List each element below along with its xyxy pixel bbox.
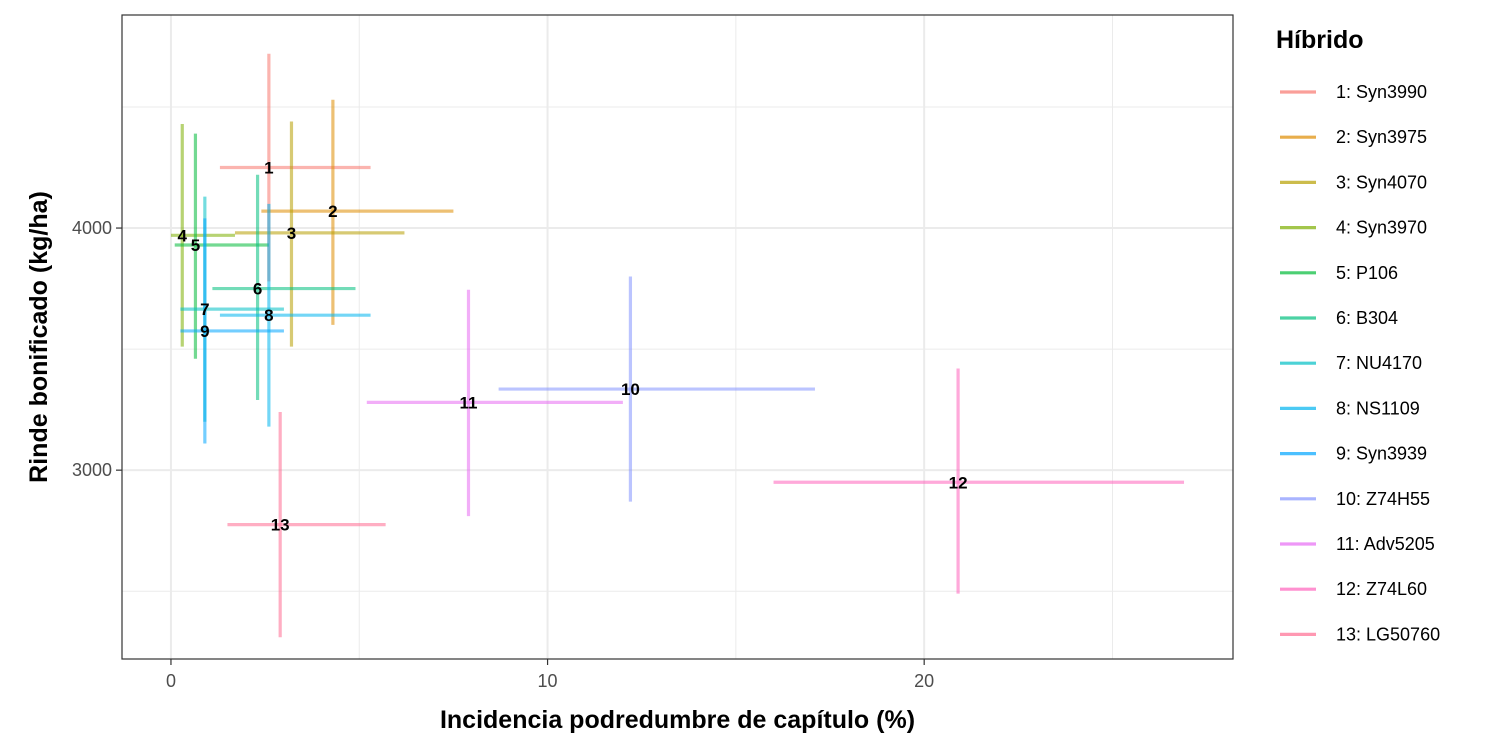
x-axis-title: Incidencia podredumbre de capítulo (%) — [440, 706, 915, 734]
point-label-10: 10 — [621, 380, 640, 399]
legend: Híbrido 1: Syn3990 2: Syn3975 3: Syn4070 4:… — [1276, 26, 1440, 644]
gridlines — [122, 15, 1233, 659]
point-label-7: 7 — [200, 300, 209, 319]
point-label-11: 11 — [459, 393, 477, 412]
point-label-8: 8 — [264, 306, 273, 325]
legend-items: 1: Syn3990 2: Syn3975 3: Syn4070 4: Syn3970… — [1280, 82, 1440, 644]
x-tick-label: 20 — [914, 671, 934, 691]
x-tick-label: 0 — [166, 671, 176, 691]
legend-label-1: 1: Syn3990 — [1336, 82, 1427, 102]
y-tick-label: 4000 — [72, 218, 112, 238]
legend-label-12: 12: Z74L60 — [1336, 579, 1427, 599]
error-bars — [170, 53, 1185, 638]
point-label-9: 9 — [200, 322, 209, 341]
axis-ticks: 0 10 20 3000 4000 — [72, 218, 934, 691]
legend-label-6: 6: B304 — [1336, 308, 1398, 328]
legend-label-4: 4: Syn3970 — [1336, 218, 1427, 238]
legend-label-5: 5: P106 — [1336, 263, 1398, 283]
point-label-12: 12 — [949, 473, 968, 492]
legend-label-11: 11: Adv5205 — [1336, 534, 1435, 554]
panel-border — [121, 14, 1234, 660]
point-label-6: 6 — [253, 280, 262, 299]
legend-label-10: 10: Z74H55 — [1336, 489, 1430, 509]
point-label-5: 5 — [191, 236, 200, 255]
legend-label-13: 13: LG50760 — [1336, 624, 1440, 644]
legend-label-9: 9: Syn3939 — [1336, 444, 1427, 464]
legend-label-2: 2: Syn3975 — [1336, 127, 1427, 147]
point-label-4: 4 — [178, 226, 188, 245]
point-label-2: 2 — [328, 202, 337, 221]
point-label-1: 1 — [264, 159, 273, 178]
legend-label-8: 8: NS1109 — [1336, 398, 1420, 418]
point-label-3: 3 — [287, 224, 296, 243]
legend-label-3: 3: Syn4070 — [1336, 172, 1427, 192]
y-tick-label: 3000 — [72, 460, 112, 480]
x-tick-label: 10 — [538, 671, 558, 691]
point-label-13: 13 — [271, 516, 290, 535]
legend-title: Híbrido — [1276, 26, 1364, 54]
y-axis-title: Rinde bonificado (kg/ha) — [25, 191, 53, 483]
legend-label-7: 7: NU4170 — [1336, 353, 1422, 373]
